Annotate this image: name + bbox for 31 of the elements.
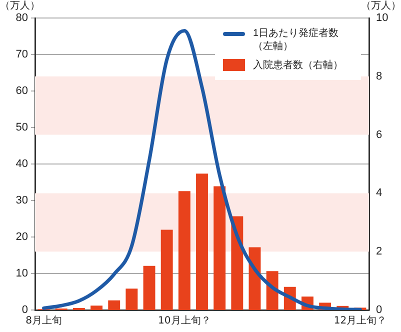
bar [143,266,156,310]
y-tick-label: 60 [16,85,28,98]
y2-axis-title: （万人） [361,0,401,12]
y2-tick-label: 6 [376,128,382,141]
bar [214,186,226,310]
y-tick-label: 10 [16,268,28,280]
y-tick-label: 80 [16,12,28,24]
y-tick-label: 30 [16,194,28,207]
y-tick-label: 0 [22,304,28,316]
y2-tick-label: 2 [376,246,382,258]
bar [90,306,103,310]
legend-label: 入院患者数（右軸） [253,59,343,72]
y2-tick-label: 0 [376,304,382,316]
bar [178,191,190,310]
bar [196,174,208,310]
y2-tick-label: 4 [376,187,382,200]
y2-tick-label: 8 [376,70,382,82]
y-tick-label: 20 [16,231,28,244]
bar [160,230,173,310]
y-axis-title: （万人） [0,0,40,12]
y-tick-label: 50 [16,122,28,134]
legend-label: 1日あたり発症者数（左軸） [253,27,340,53]
line-series [42,29,362,310]
y-tick-label: 70 [16,48,28,61]
x-tick-label: 12月上旬？ [334,314,387,327]
bar [126,288,138,310]
bar [108,300,120,310]
y-tick-label: 40 [16,158,28,170]
x-tick-label: 10月上旬？ [158,314,211,327]
y2-tick-label: 10 [376,12,388,24]
x-tick-label: 8月上旬 [26,314,62,327]
